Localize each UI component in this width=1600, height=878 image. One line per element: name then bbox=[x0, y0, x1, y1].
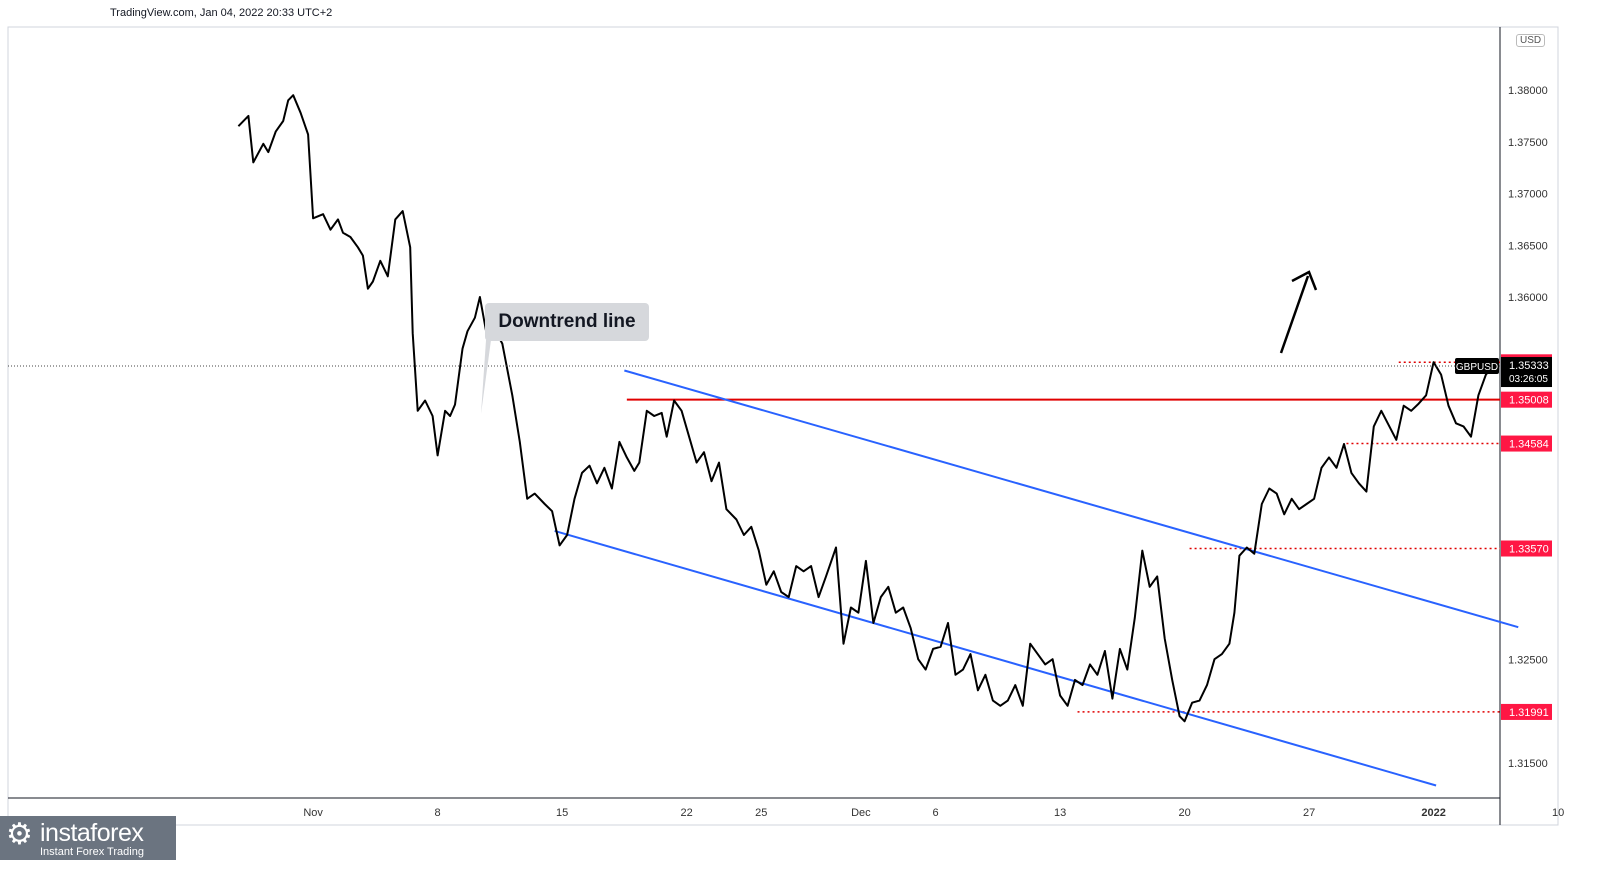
channel-lower-line bbox=[554, 529, 1437, 787]
gbpusd-price-line bbox=[237, 94, 1495, 723]
time-tick-label: Nov bbox=[303, 807, 323, 819]
time-tick-label: 25 bbox=[755, 807, 767, 819]
price-level-label: 1.31991 bbox=[1501, 703, 1552, 720]
time-tick-label: 20 bbox=[1178, 807, 1190, 819]
svg-text:1.34584: 1.34584 bbox=[1509, 439, 1549, 451]
svg-text:1.35008: 1.35008 bbox=[1509, 395, 1549, 407]
price-tick-label: 1.36000 bbox=[1508, 292, 1548, 304]
callout-label: Downtrend line bbox=[498, 311, 636, 332]
price-tick-label: 1.36500 bbox=[1508, 240, 1548, 252]
price-level-label: 1.34584 bbox=[1501, 435, 1552, 452]
svg-text:03:26:05: 03:26:05 bbox=[1509, 374, 1548, 385]
price-tick-label: 1.32500 bbox=[1508, 654, 1548, 666]
time-tick-label: 10 bbox=[1552, 807, 1564, 819]
callout-pointer bbox=[481, 340, 491, 414]
svg-text:1.35333: 1.35333 bbox=[1509, 360, 1549, 372]
price-tick-label: 1.38000 bbox=[1508, 85, 1548, 97]
price-level-label: 1.33570 bbox=[1501, 540, 1552, 557]
time-tick-label: 13 bbox=[1054, 807, 1066, 819]
chart-source-header: TradingView.com, Jan 04, 2022 20:33 UTC+… bbox=[110, 7, 333, 19]
price-tick-label: 1.31500 bbox=[1508, 758, 1548, 770]
instaforex-logo: ⚙ instaforex Instant Forex Trading bbox=[0, 816, 176, 860]
svg-text:1.33570: 1.33570 bbox=[1509, 544, 1549, 556]
time-tick-label: 15 bbox=[556, 807, 568, 819]
time-tick-label: Dec bbox=[851, 807, 871, 819]
price-tick-label: 1.37500 bbox=[1508, 137, 1548, 149]
brand-name: instaforex bbox=[40, 819, 144, 847]
current-price-box: 1.35333 03:26:05 bbox=[1501, 357, 1552, 388]
symbol-badge[interactable]: GBPUSD bbox=[1455, 358, 1499, 375]
downtrend-callout: Downtrend line bbox=[485, 303, 649, 341]
chart-frame bbox=[7, 26, 1559, 826]
svg-text:1.31991: 1.31991 bbox=[1509, 707, 1549, 719]
bullish-arrow-icon bbox=[1279, 270, 1318, 354]
price-level-label: 1.35008 bbox=[1501, 391, 1552, 408]
time-tick-label: 27 bbox=[1303, 807, 1315, 819]
time-tick-label: 8 bbox=[435, 807, 441, 819]
time-tick-label: 6 bbox=[933, 807, 939, 819]
gear-logo-icon: ⚙ bbox=[6, 818, 33, 851]
time-tick-label: 2022 bbox=[1421, 807, 1445, 819]
time-tick-label: 22 bbox=[680, 807, 692, 819]
brand-tagline: Instant Forex Trading bbox=[40, 846, 144, 858]
currency-badge[interactable]: USD bbox=[1516, 34, 1546, 47]
channel-upper-line bbox=[624, 369, 1519, 629]
price-tick-label: 1.37000 bbox=[1508, 189, 1548, 201]
svg-text:GBPUSD: GBPUSD bbox=[1456, 362, 1498, 373]
